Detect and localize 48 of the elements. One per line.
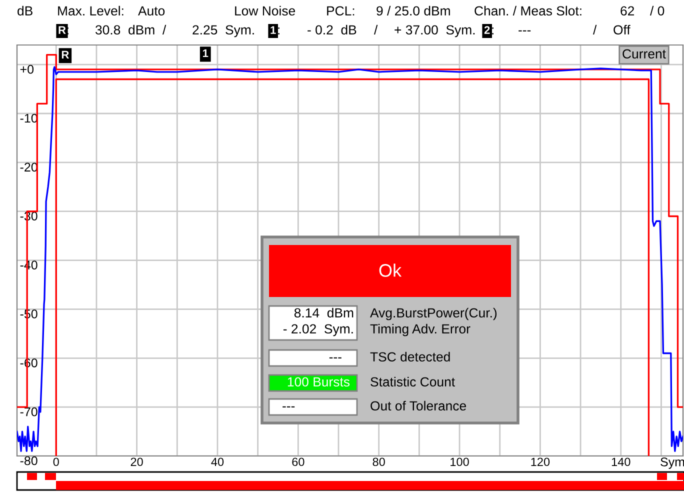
text: 2 <box>484 26 490 34</box>
text: R <box>58 26 66 34</box>
annotation: --- <box>282 406 295 408</box>
x-tick-label: 80 <box>372 458 385 466</box>
text: : <box>278 27 280 34</box>
text: --- <box>518 30 531 32</box>
annotation: 100 Bursts <box>288 377 350 387</box>
text: 30.8 dBm / <box>96 24 166 35</box>
annotation: 1 <box>202 49 208 58</box>
x-tick-label: 0 <box>53 458 59 466</box>
annotation: Ok <box>379 264 402 277</box>
y-tick-label: -70 <box>20 407 38 416</box>
x-tick-label: 120 <box>531 458 550 466</box>
text: / 0 <box>650 6 664 16</box>
text: / <box>374 24 378 35</box>
text: Low Noise <box>235 6 296 16</box>
text: Max. Level: <box>58 6 124 16</box>
annotation: TSC detected <box>370 352 450 362</box>
text: 62 <box>620 6 634 16</box>
text: / <box>593 24 597 35</box>
text: PCL: <box>327 6 354 16</box>
text: Auto <box>138 6 165 16</box>
x-tick-label: 60 <box>292 458 304 466</box>
x-tick-label: 20 <box>130 458 143 466</box>
text: Off <box>614 24 630 35</box>
x-tick-label: 40 <box>211 458 224 466</box>
text: - 0.2 dB <box>308 24 356 35</box>
text: dB <box>18 6 32 16</box>
annotation: Out of Tolerance <box>370 400 466 411</box>
y-tick-label: -80 <box>20 456 38 466</box>
annotation: Current <box>622 49 666 59</box>
annotation: 8.14 dBm <box>294 308 354 318</box>
x-tick-label: 140 <box>612 458 630 466</box>
text: : <box>492 27 494 34</box>
annotation: Statistic Count <box>370 376 455 387</box>
text: Sym <box>660 458 684 469</box>
annotation: --- <box>329 357 342 358</box>
annotation: Avg.BurstPower(Cur.) <box>370 308 497 320</box>
x-tick-label: 100 <box>450 458 469 466</box>
y-tick-label: +0 <box>20 64 34 74</box>
text: 1 <box>270 26 276 34</box>
text: Chan. / Meas Slot: <box>474 6 582 16</box>
text: 9 / 25.0 dBm <box>376 6 450 16</box>
text: 2.25 Sym. <box>192 25 254 38</box>
annotation: Timing Adv. Error <box>370 324 470 336</box>
text: + 37.00 Sym. <box>394 25 475 38</box>
annotation: R <box>62 50 69 58</box>
annotation: - 2.02 Sym. <box>283 324 353 336</box>
